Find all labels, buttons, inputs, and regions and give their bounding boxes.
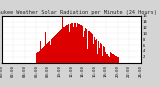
- Title: Milwaukee Weather Solar Radiation per Minute (24 Hours): Milwaukee Weather Solar Radiation per Mi…: [0, 10, 157, 15]
